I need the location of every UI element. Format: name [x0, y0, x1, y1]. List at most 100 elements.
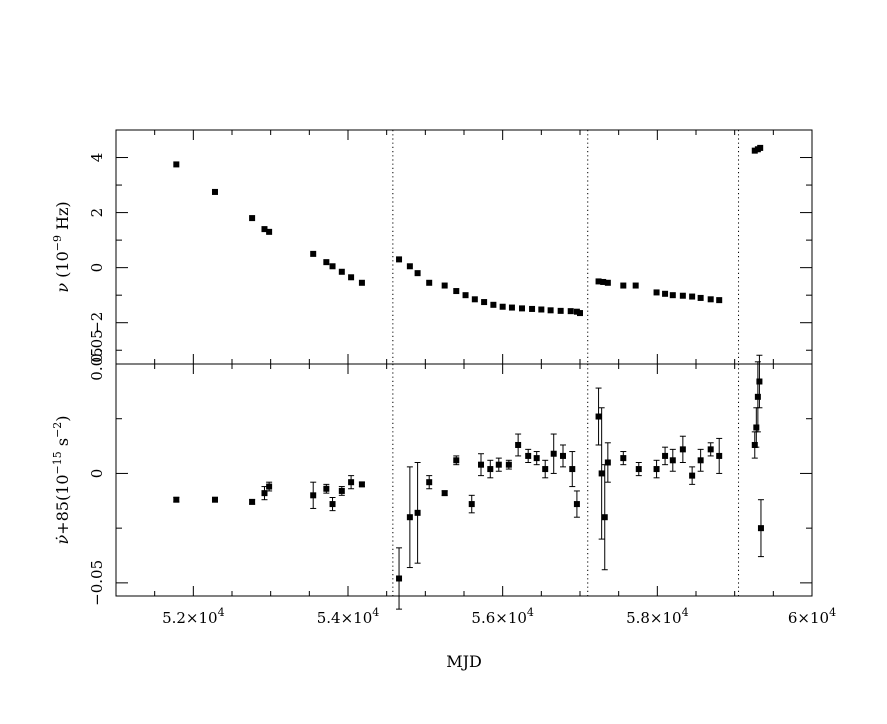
data-point	[481, 299, 488, 306]
data-point	[689, 472, 696, 479]
x-tick-labels: 5.2×104 5.4×104 5.6×104 5.8×104 6×104	[162, 606, 836, 627]
data-point	[707, 296, 714, 303]
data-point	[653, 289, 660, 296]
data-point	[529, 305, 536, 312]
panel-nudot-ylabel-exp: −15	[51, 451, 64, 474]
data-point	[173, 496, 180, 503]
panel-nu-points	[173, 144, 764, 317]
y-tick-label: 4	[88, 153, 106, 163]
y-tick-label: −0.05	[88, 560, 106, 606]
data-point	[358, 481, 365, 488]
x-tick-label: 5.2×104	[162, 606, 225, 627]
data-point	[559, 452, 566, 459]
data-point	[508, 304, 515, 311]
panel-nu-ylabel-pre: (10	[53, 251, 72, 283]
data-point	[495, 461, 502, 468]
panel-nudot-glitch-lines	[392, 364, 740, 596]
panel-nu-ticks	[115, 129, 813, 364]
data-point	[453, 457, 460, 464]
data-point	[533, 455, 540, 462]
data-point	[348, 479, 355, 486]
y-tick-label: 2	[88, 208, 106, 218]
data-point	[751, 147, 758, 154]
data-point	[754, 393, 761, 400]
data-point	[358, 279, 365, 286]
panel-nu-tick-labels: −2 0 2 4 0.05	[88, 153, 106, 363]
panel-nu-frame	[115, 129, 813, 365]
x-axis-label: MJD	[446, 652, 482, 671]
data-point	[573, 501, 580, 508]
data-point	[426, 479, 433, 486]
data-point	[600, 278, 607, 285]
data-point	[525, 452, 532, 459]
data-point	[756, 378, 763, 385]
data-point	[348, 274, 355, 281]
data-point	[662, 452, 669, 459]
x-tick-label: 6×104	[788, 606, 836, 627]
panel-nudot-ylabel-pre: +85(10	[53, 474, 72, 534]
data-point	[249, 498, 256, 505]
data-point	[757, 525, 764, 532]
data-point	[310, 250, 317, 257]
data-point	[468, 501, 475, 508]
data-point	[266, 228, 273, 235]
data-point	[697, 294, 704, 301]
data-point	[396, 256, 403, 263]
y-tick-label: 0	[88, 263, 106, 273]
data-point	[515, 441, 522, 448]
data-point	[426, 279, 433, 286]
data-point	[635, 466, 642, 473]
data-point	[757, 144, 764, 151]
y-tick-label: 0	[88, 469, 106, 479]
panel-nudot-frame	[115, 363, 813, 597]
data-point	[716, 297, 723, 304]
data-point	[577, 310, 583, 317]
data-point	[323, 485, 330, 492]
panel-nudot-ylabel-exp2: −2	[51, 422, 64, 438]
data-point	[441, 490, 448, 497]
data-point	[573, 308, 580, 315]
data-point	[697, 457, 704, 464]
data-point	[620, 455, 627, 462]
x-tick-label: 5.6×104	[471, 606, 534, 627]
panel-nudot-ylabel-symbol: ν̇	[53, 535, 72, 545]
data-point	[716, 452, 723, 459]
data-point	[211, 188, 218, 195]
data-point	[266, 483, 273, 490]
data-point	[338, 487, 345, 494]
panel-nu-ylabel-exp: −9	[51, 235, 64, 251]
data-point	[598, 470, 605, 477]
data-point	[396, 575, 403, 582]
data-point	[490, 301, 497, 308]
data-point	[487, 466, 494, 473]
data-point	[323, 259, 330, 266]
data-point	[569, 466, 576, 473]
panel-nudot-ticks	[115, 363, 813, 596]
data-point	[689, 293, 696, 300]
data-point	[707, 446, 714, 453]
data-point	[662, 290, 669, 297]
data-point	[653, 466, 660, 473]
panel-nu: −2 0 2 4 0.05 ν (10−9 Hz)	[51, 129, 813, 365]
data-point	[604, 279, 611, 286]
data-point	[414, 509, 421, 516]
data-point	[679, 292, 686, 299]
data-point	[329, 263, 336, 270]
data-point	[669, 292, 676, 299]
data-point	[753, 424, 760, 431]
data-point	[329, 501, 336, 508]
data-point	[505, 461, 512, 468]
x-tick-label: 5.4×104	[317, 606, 380, 627]
panel-nudot-ylabel-post2: )	[53, 415, 72, 421]
data-point	[751, 441, 758, 448]
data-point	[338, 268, 345, 275]
data-point	[414, 270, 421, 277]
data-point	[310, 492, 317, 499]
data-point	[595, 278, 602, 285]
data-point	[211, 496, 218, 503]
data-point	[547, 307, 554, 314]
data-point	[567, 308, 574, 315]
panel-nudot-ylabel: ν̇+85(10−15 s−2)	[51, 415, 72, 544]
panel-nudot: −0.05 0 0.05 ν̇+85(10−15 s−2)	[51, 347, 813, 610]
data-point	[632, 282, 639, 289]
